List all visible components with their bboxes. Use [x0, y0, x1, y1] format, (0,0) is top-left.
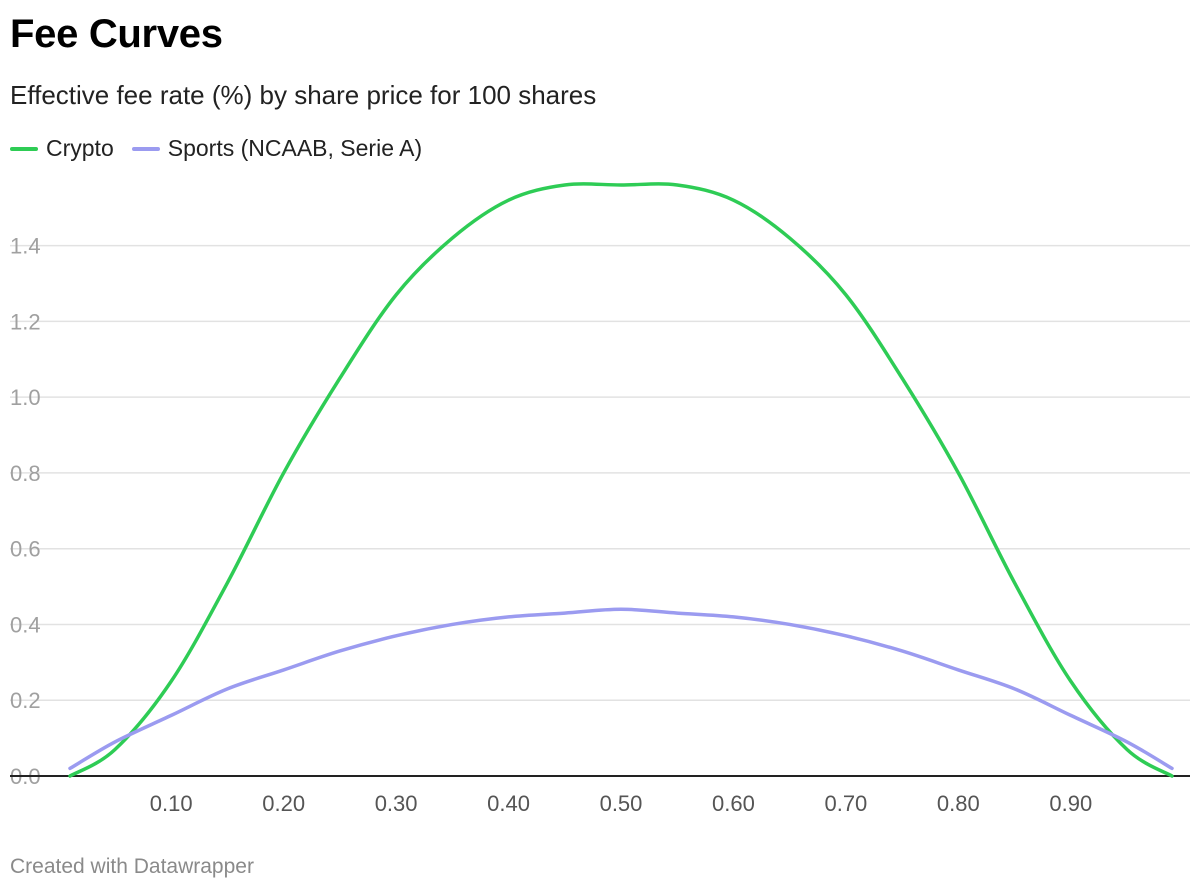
x-tick-label: 0.20 [262, 791, 305, 816]
credit-footer: Created with Datawrapper [10, 855, 254, 878]
x-tick-label: 0.40 [487, 791, 530, 816]
chart-subtitle: Effective fee rate (%) by share price fo… [10, 80, 597, 110]
y-tick-label: 1.0 [10, 385, 41, 410]
y-tick-label: 1.4 [10, 234, 41, 259]
chart-title: Fee Curves [10, 12, 223, 56]
x-tick-label: 0.90 [1049, 791, 1092, 816]
series-line-sports [68, 607, 1174, 771]
x-tick-label: 0.80 [937, 791, 980, 816]
legend-label-crypto: Crypto [46, 135, 114, 161]
y-tick-label: 0.4 [10, 612, 41, 637]
y-tick-label: 0.2 [10, 688, 41, 713]
legend-label-sports: Sports (NCAAB, Serie A) [167, 135, 423, 161]
x-tick-label: 0.50 [600, 791, 643, 816]
legend-item-crypto[interactable]: Crypto [10, 135, 114, 162]
x-tick-label: 0.70 [824, 791, 867, 816]
legend-item-sports[interactable]: Sports (NCAAB, Serie A) [131, 135, 423, 162]
x-tick-label: 0.30 [375, 791, 418, 816]
x-tick-label: 0.10 [150, 791, 193, 816]
legend: Crypto Sports (NCAAB, Serie A) [10, 135, 440, 162]
legend-swatch-crypto [10, 146, 38, 151]
x-tick-label: 0.60 [712, 791, 755, 816]
y-tick-label: 0.8 [10, 461, 41, 486]
y-tick-label: 0.6 [10, 537, 41, 562]
y-tick-label: 1.2 [10, 309, 41, 334]
legend-swatch-sports [131, 146, 160, 151]
series-line-crypto [68, 182, 1174, 778]
